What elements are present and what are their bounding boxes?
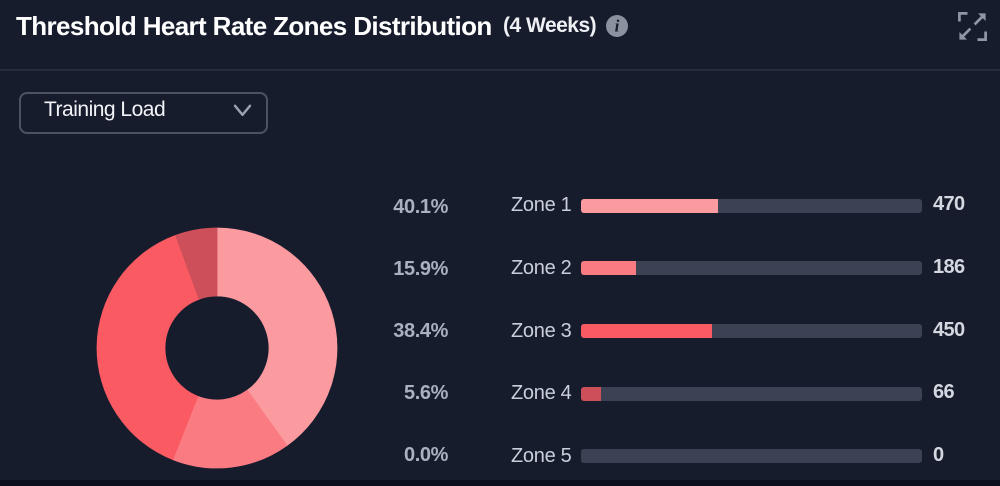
svg-text:i: i [615, 17, 620, 36]
